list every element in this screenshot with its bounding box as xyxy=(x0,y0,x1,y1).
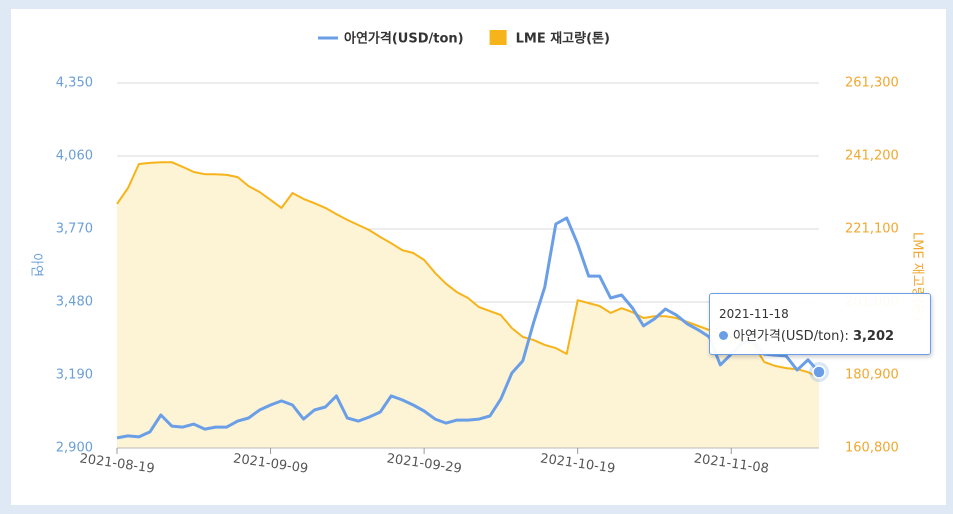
y2-tick-label: 261,300 xyxy=(845,76,899,91)
tooltip-date: 2021-11-18 xyxy=(719,307,789,321)
tooltip-dot xyxy=(719,331,728,340)
y2-tick-label: 241,200 xyxy=(845,149,899,164)
legend-swatch xyxy=(489,30,507,45)
y-tick-label: 3,770 xyxy=(56,222,93,237)
area-line xyxy=(116,161,820,379)
y2-tick-label: 180,900 xyxy=(845,368,899,383)
y-tick-label: 4,060 xyxy=(56,149,93,164)
y-tick-label: 2,900 xyxy=(56,441,93,456)
legend-label: 아연가격(USD/ton) xyxy=(344,31,464,47)
line xyxy=(116,216,821,440)
tooltip: 2021-11-18 아연가격(USD/ton): 3,202 xyxy=(709,293,931,355)
hover-point xyxy=(812,365,826,379)
y2-tick-label: 221,100 xyxy=(845,222,899,237)
y-tick-label: 3,480 xyxy=(56,295,93,310)
area-fill xyxy=(117,162,819,448)
y2-tick-label: 160,800 xyxy=(845,441,899,456)
y-tick-label: 3,190 xyxy=(56,368,93,383)
tooltip-row: 아연가격(USD/ton): 3,202 xyxy=(719,325,894,344)
tooltip-series: 아연가격(USD/ton) xyxy=(733,329,845,344)
legend-label: LME 재고량(톤) xyxy=(516,32,610,47)
y-tick-label: 4,350 xyxy=(56,76,93,91)
y-axis-title: 아연 xyxy=(29,253,44,277)
tooltip-value: 3,202 xyxy=(852,329,895,344)
